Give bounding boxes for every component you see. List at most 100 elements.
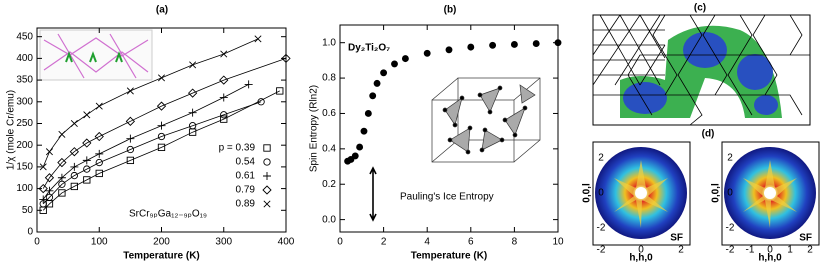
arrow — [369, 166, 377, 222]
marker — [45, 186, 54, 195]
marker — [83, 165, 91, 173]
y-tick-label: 0.2 — [322, 179, 336, 190]
x-tick-label: 4 — [424, 237, 430, 248]
marker — [69, 147, 79, 157]
marker — [126, 134, 135, 143]
legend-marker — [263, 144, 271, 152]
y-tick-label: 300 — [16, 96, 33, 107]
marker — [70, 162, 79, 171]
marker — [38, 183, 48, 194]
x-tick-label: 6 — [468, 237, 474, 248]
panel-label: (c) — [694, 3, 706, 14]
x-tick-label: 300 — [215, 237, 232, 248]
marker — [423, 49, 431, 57]
panel-title: (b) — [444, 5, 457, 16]
marker — [360, 127, 368, 135]
marker — [157, 132, 166, 141]
legend-label: 0.89 — [236, 199, 256, 210]
x-tick-label: -2 — [597, 245, 606, 256]
y-tick-label: 50 — [22, 205, 34, 216]
marker — [510, 41, 518, 48]
marker — [373, 79, 381, 87]
marker — [369, 92, 377, 100]
x-tick-label: 2 — [807, 245, 813, 256]
y-tick-label: 150 — [16, 162, 33, 173]
series-line — [42, 90, 280, 211]
marker — [489, 41, 497, 49]
legend-label: 0.54 — [236, 157, 256, 168]
marker — [276, 87, 284, 95]
marker — [351, 152, 359, 160]
x-tick-label: 0 — [34, 237, 40, 248]
marker — [157, 121, 166, 130]
panel-label: (d) — [702, 129, 715, 140]
marker — [82, 156, 91, 165]
marker — [70, 119, 78, 128]
y-axis-title: 0,0,l — [582, 183, 593, 203]
marker — [188, 108, 197, 117]
x-tick-label: 8 — [512, 237, 518, 248]
marker — [157, 143, 166, 152]
y-tick-label: 1.0 — [322, 37, 336, 48]
y-tick-label: 0 — [727, 188, 733, 199]
marker — [356, 143, 364, 151]
x-tick-label: 0 — [767, 245, 773, 256]
marker — [257, 98, 265, 106]
marker — [126, 156, 135, 165]
tag: SF — [670, 233, 683, 244]
marker — [188, 122, 197, 130]
y-tick-label: -2 — [726, 223, 735, 234]
x-axis-title: Temperature (K) — [411, 251, 488, 262]
x-tick-label: 100 — [91, 237, 108, 248]
marker — [401, 55, 409, 63]
marker — [220, 115, 228, 123]
legend-label: 0.61 — [236, 171, 256, 182]
marker — [95, 169, 103, 178]
annotation: Pauling's Ice Entropy — [400, 192, 494, 203]
legend-label: p = 0.39 — [219, 143, 256, 154]
y-tick-label: 250 — [16, 118, 33, 129]
y-axis-title: 0,0,l — [711, 183, 722, 203]
marker — [58, 189, 66, 197]
tag: SF — [799, 233, 812, 244]
y-tick-label: 400 — [16, 53, 33, 64]
y-tick-label: 200 — [16, 140, 33, 151]
plot-frame — [339, 24, 559, 233]
x-tick-label: 2 — [678, 245, 684, 256]
marker — [467, 43, 475, 51]
marker — [156, 101, 167, 111]
legend-marker — [263, 200, 271, 208]
marker — [532, 40, 540, 48]
x-tick-label: 0 — [638, 245, 644, 256]
subtitle: Dy₂Ti₂O₇ — [348, 43, 390, 54]
marker — [157, 74, 166, 82]
marker — [83, 111, 91, 119]
marker — [95, 149, 104, 158]
x-axis-title: h,h,0 — [758, 253, 782, 264]
marker — [445, 46, 453, 54]
y-tick-label: 350 — [16, 75, 33, 86]
marker — [126, 145, 135, 154]
marker — [95, 102, 103, 110]
marker — [95, 158, 103, 167]
y-tick-label: 0.8 — [322, 73, 336, 84]
marker — [364, 110, 372, 117]
y-tick-label: 0.4 — [322, 143, 336, 154]
marker — [244, 80, 253, 89]
series-line — [42, 58, 287, 189]
marker — [57, 157, 67, 168]
marker — [380, 69, 388, 77]
marker — [189, 61, 197, 69]
marker — [187, 88, 198, 98]
x-tick-label: 1 — [787, 245, 793, 256]
panel-d-maps — [592, 141, 820, 246]
legend-marker — [263, 172, 271, 180]
marker — [70, 171, 79, 180]
y-tick-label: -2 — [597, 223, 606, 234]
x-tick-label: 2 — [381, 237, 387, 248]
marker — [281, 53, 291, 64]
marker — [347, 156, 355, 163]
y-tick-label: 0.0 — [322, 214, 336, 225]
marker — [219, 93, 228, 102]
